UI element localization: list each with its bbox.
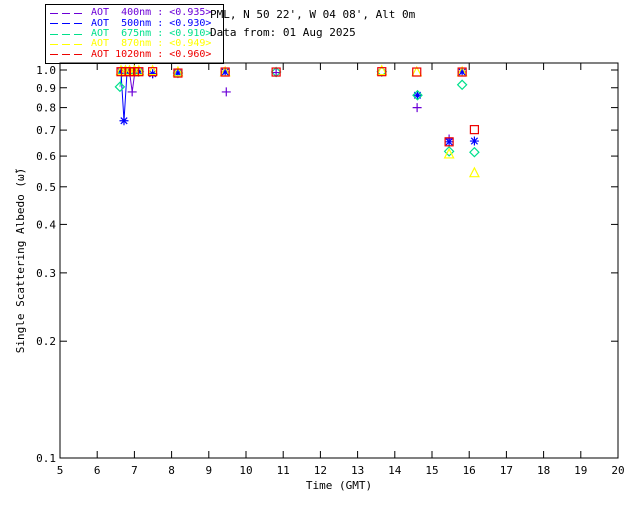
legend-label-aot-870nm: AOT 870nm : <0.949> bbox=[91, 38, 212, 50]
marker-aot-500nm bbox=[412, 90, 422, 100]
legend-item-aot-500nm: AOT 500nm : <0.930> bbox=[50, 18, 218, 28]
x-tick-label: 6 bbox=[94, 464, 101, 477]
marker-aot-400nm bbox=[412, 103, 422, 113]
x-tick-label: 5 bbox=[57, 464, 64, 477]
legend-dash-aot-675nm bbox=[50, 33, 86, 35]
legend-dash-aot-500nm bbox=[50, 23, 86, 25]
x-tick-label: 9 bbox=[205, 464, 212, 477]
x-axis-title: Time (GMT) bbox=[306, 479, 372, 492]
x-tick-label: 12 bbox=[314, 464, 327, 477]
legend-label-aot-1020nm: AOT 1020nm : <0.960> bbox=[91, 48, 212, 60]
legend-dash-aot-1020nm bbox=[50, 54, 86, 56]
series-line-aot-500nm bbox=[120, 72, 128, 121]
marker-aot-675nm bbox=[469, 146, 480, 158]
x-tick-label: 10 bbox=[239, 464, 252, 477]
marker-aot-675nm bbox=[443, 146, 455, 157]
marker-aot-1020nm bbox=[148, 67, 158, 77]
marker-aot-500nm bbox=[220, 67, 230, 77]
x-tick-label: 11 bbox=[277, 464, 290, 477]
y-tick-label: 0.1 bbox=[36, 452, 56, 465]
marker-aot-1020nm bbox=[271, 67, 281, 77]
y-tick-label: 0.4 bbox=[36, 218, 56, 231]
marker-aot-870nm bbox=[443, 147, 455, 159]
y-tick-label: 0.8 bbox=[36, 102, 56, 115]
x-tick-label: 15 bbox=[425, 464, 438, 477]
x-tick-label: 14 bbox=[388, 464, 402, 477]
marker-aot-1020nm bbox=[134, 67, 144, 77]
plot-subtitle: Data from: 01 Aug 2025 bbox=[210, 26, 356, 39]
legend-dash-aot-400nm bbox=[50, 12, 86, 14]
marker-aot-675nm bbox=[412, 89, 423, 101]
legend-item-aot-675nm: AOT 675nm : <0.910> bbox=[50, 29, 218, 39]
y-tick-label: 1.0 bbox=[36, 64, 56, 77]
legend-label-aot-400nm: AOT 400nm : <0.935> bbox=[91, 7, 212, 19]
y-axis-title: Single Scattering Albedo (ω̃) bbox=[14, 168, 27, 353]
x-tick-label: 18 bbox=[537, 464, 550, 477]
y-tick-label: 0.2 bbox=[36, 335, 56, 348]
x-tick-label: 20 bbox=[611, 464, 624, 477]
marker-aot-1020nm bbox=[220, 67, 230, 77]
marker-aot-1020nm bbox=[457, 67, 467, 77]
x-tick-label: 19 bbox=[574, 464, 587, 477]
x-tick-label: 7 bbox=[131, 464, 138, 477]
marker-aot-500nm bbox=[444, 137, 454, 147]
marker-aot-500nm bbox=[457, 67, 467, 77]
marker-aot-1020nm bbox=[377, 67, 387, 77]
legend-box: AOT 400nm : <0.935> AOT 500nm : <0.930> AO… bbox=[45, 4, 224, 64]
y-tick-label: 0.7 bbox=[36, 124, 56, 137]
marker-aot-870nm bbox=[376, 64, 388, 76]
marker-aot-870nm bbox=[468, 166, 480, 178]
marker-aot-870nm bbox=[147, 64, 159, 76]
plot-title: PML, N 50 22', W 04 08', Alt 0m bbox=[210, 8, 416, 21]
x-tick-label: 16 bbox=[463, 464, 476, 477]
y-tick-label: 0.9 bbox=[36, 82, 56, 95]
marker-aot-1020nm bbox=[412, 67, 422, 77]
legend-label-aot-500nm: AOT 500nm : <0.930> bbox=[91, 17, 212, 29]
y-tick-label: 0.6 bbox=[36, 150, 56, 163]
y-tick-label: 0.3 bbox=[36, 267, 56, 280]
marker-aot-400nm bbox=[221, 87, 231, 97]
axis-frame bbox=[59, 62, 619, 459]
x-tick-label: 13 bbox=[351, 464, 364, 477]
marker-aot-1020nm bbox=[444, 137, 454, 147]
legend-item-aot-400nm: AOT 400nm : <0.935> bbox=[50, 8, 218, 18]
x-tick-label: 17 bbox=[500, 464, 513, 477]
legend-dash-aot-870nm bbox=[50, 43, 86, 45]
marker-aot-870nm bbox=[172, 65, 184, 77]
marker-aot-500nm bbox=[173, 68, 183, 78]
marker-aot-675nm bbox=[114, 81, 126, 93]
marker-aot-675nm bbox=[456, 79, 468, 91]
marker-aot-500nm bbox=[469, 136, 479, 146]
marker-aot-1020nm bbox=[469, 125, 480, 135]
y-tick-label: 0.5 bbox=[36, 181, 56, 194]
marker-aot-1020nm bbox=[173, 68, 183, 78]
marker-aot-1020nm bbox=[124, 67, 135, 77]
x-tick-label: 8 bbox=[168, 464, 175, 477]
marker-aot-500nm bbox=[119, 116, 129, 126]
marker-aot-500nm bbox=[148, 69, 158, 79]
legend-item-aot-1020nm: AOT 1020nm : <0.960> bbox=[50, 48, 218, 60]
marker-aot-400nm bbox=[127, 87, 137, 97]
legend-label-aot-675nm: AOT 675nm : <0.910> bbox=[91, 28, 212, 40]
legend-item-aot-870nm: AOT 870nm : <0.949> bbox=[50, 39, 218, 49]
